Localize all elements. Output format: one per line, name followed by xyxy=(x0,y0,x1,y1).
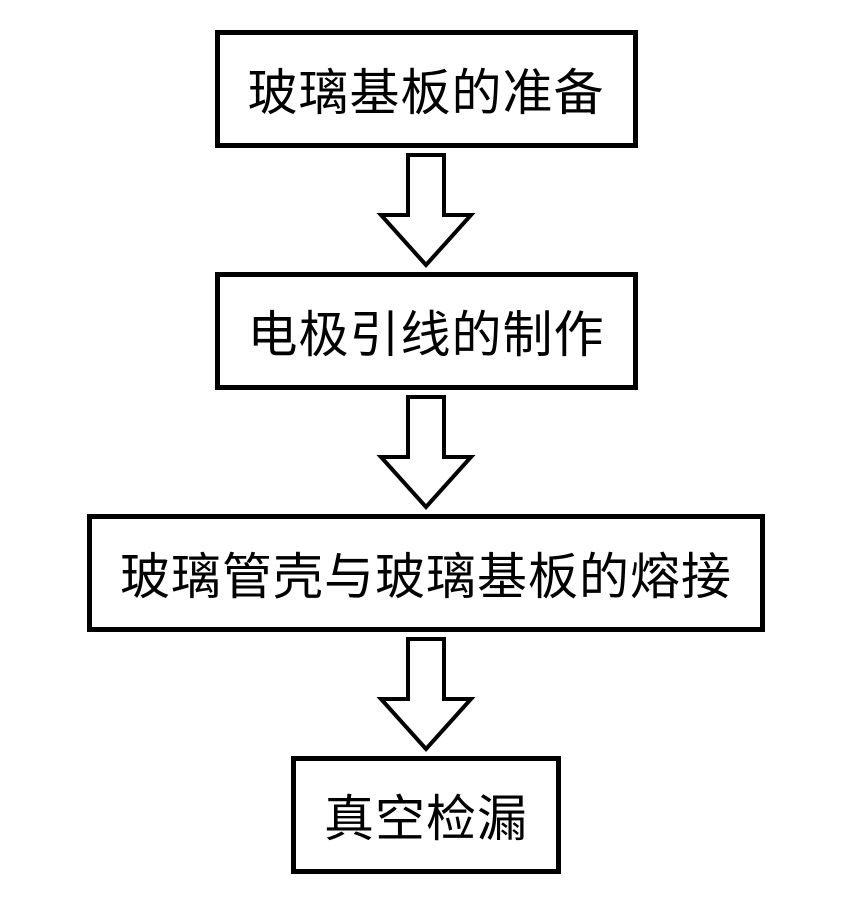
step-2-label: 电极引线的制作 xyxy=(248,295,605,367)
down-arrow-icon xyxy=(376,153,476,268)
arrow-2 xyxy=(376,392,476,512)
down-arrow-icon xyxy=(376,637,476,752)
flowchart-step-2: 电极引线的制作 xyxy=(215,272,638,390)
step-3-label: 玻璃管壳与玻璃基板的熔接 xyxy=(120,537,732,609)
flowchart-step-3: 玻璃管壳与玻璃基板的熔接 xyxy=(87,514,765,632)
flowchart-step-4: 真空检漏 xyxy=(291,756,561,874)
arrow-1 xyxy=(376,150,476,270)
step-1-label: 玻璃基板的准备 xyxy=(248,53,605,125)
down-arrow-icon xyxy=(376,395,476,510)
arrow-3 xyxy=(376,634,476,754)
flowchart-step-1: 玻璃基板的准备 xyxy=(215,30,638,148)
step-4-label: 真空检漏 xyxy=(324,779,528,851)
